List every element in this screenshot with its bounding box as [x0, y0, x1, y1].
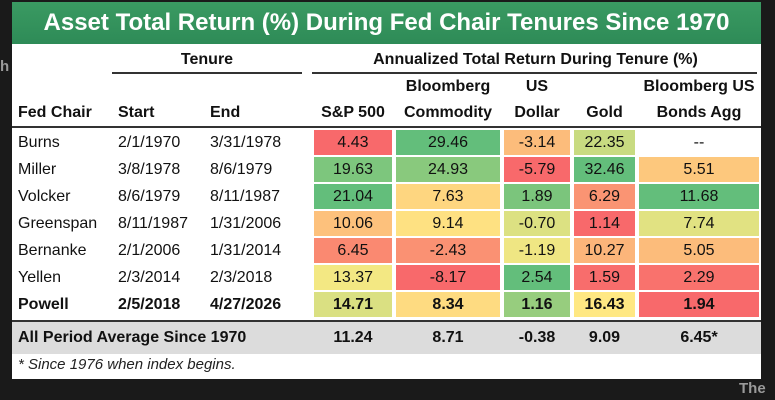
cell-start: 8/6/1979 [118, 188, 181, 205]
cell-bonds: 2.29 [639, 265, 759, 290]
cell-end: 1/31/2014 [210, 242, 282, 259]
cell-sp500: 13.37 [314, 265, 392, 290]
background-text-bottom-right: The [739, 380, 766, 397]
tenure-group-rule [112, 72, 302, 74]
cell-commodity: 29.46 [396, 130, 500, 155]
cell-end: 4/27/2026 [210, 296, 282, 313]
cell-gold: 1.14 [574, 211, 635, 236]
cell-bonds: -- [639, 130, 759, 155]
cell-commodity: -2.43 [396, 238, 500, 263]
cell-commodity: 24.93 [396, 157, 500, 182]
footnote: * Since 1976 when index begins. [18, 356, 236, 373]
cell-usd: -3.14 [504, 130, 570, 155]
cell-usd: -5.79 [504, 157, 570, 182]
returns-group-header: Annualized Total Return During Tenure (%… [373, 51, 698, 68]
column-header-bonds-top: Bloomberg US [643, 78, 755, 95]
average-commodity: 8.71 [432, 329, 464, 346]
cell-chair: Miller [18, 161, 57, 178]
column-header-sp500: S&P 500 [321, 104, 385, 121]
cell-bonds: 5.05 [639, 238, 759, 263]
cell-chair: Yellen [18, 269, 62, 286]
cell-usd: 2.54 [504, 265, 570, 290]
tenure-group-header: Tenure [180, 51, 234, 68]
cell-start: 2/3/2014 [118, 269, 181, 286]
cell-bonds: 1.94 [639, 292, 759, 317]
cell-chair: Greenspan [18, 215, 98, 232]
cell-start: 2/1/2006 [118, 242, 181, 259]
average-label: All Period Average Since 1970 [18, 329, 247, 346]
cell-end: 2/3/2018 [210, 269, 273, 286]
average-usd: -0.38 [518, 329, 556, 346]
table-title: Asset Total Return (%) During Fed Chair … [12, 2, 761, 44]
column-header-gold: Gold [586, 104, 623, 121]
cell-commodity: 8.34 [396, 292, 500, 317]
cell-chair: Powell [18, 296, 69, 313]
cell-start: 3/8/1978 [118, 161, 181, 178]
cell-usd: -1.19 [504, 238, 570, 263]
background-text-left: h [0, 58, 10, 75]
column-header-start: Start [118, 104, 155, 121]
cell-end: 8/11/1987 [210, 188, 280, 205]
average-sp500: 11.24 [333, 329, 373, 346]
cell-chair: Volcker [18, 188, 71, 205]
returns-table-card: Asset Total Return (%) During Fed Chair … [12, 2, 761, 379]
column-header-usd-top: US [525, 78, 549, 95]
column-header-chair: Fed Chair [18, 104, 92, 121]
cell-sp500: 10.06 [314, 211, 392, 236]
cell-start: 2/5/2018 [118, 296, 181, 313]
column-header-commodity: Commodity [404, 104, 492, 121]
cell-gold: 10.27 [574, 238, 635, 263]
cell-gold: 1.59 [574, 265, 635, 290]
cell-bonds: 5.51 [639, 157, 759, 182]
cell-gold: 6.29 [574, 184, 635, 209]
column-header-usd: Dollar [514, 104, 560, 121]
cell-sp500: 19.63 [314, 157, 392, 182]
column-header-end: End [210, 104, 241, 121]
cell-gold: 32.46 [574, 157, 635, 182]
header-rule [12, 126, 761, 128]
cell-sp500: 14.71 [314, 292, 392, 317]
average-row: All Period Average Since 1970 11.24 8.71 -0… [12, 322, 761, 354]
cell-usd: 1.89 [504, 184, 570, 209]
cell-end: 8/6/1979 [210, 161, 273, 178]
cell-bonds: 11.68 [639, 184, 759, 209]
cell-usd: 1.16 [504, 292, 570, 317]
cell-chair: Bernanke [18, 242, 87, 259]
average-gold: 9.09 [588, 329, 621, 346]
column-header-bonds: Bonds Agg [656, 104, 742, 121]
cell-start: 2/1/1970 [118, 134, 181, 151]
returns-group-rule [312, 72, 757, 74]
cell-sp500: 21.04 [314, 184, 392, 209]
column-header-commodity-top: Bloomberg [405, 78, 491, 95]
cell-commodity: -8.17 [396, 265, 500, 290]
cell-commodity: 7.63 [396, 184, 500, 209]
cell-sp500: 4.43 [314, 130, 392, 155]
cell-end: 3/31/1978 [210, 134, 282, 151]
cell-chair: Burns [18, 134, 60, 151]
cell-gold: 22.35 [574, 130, 635, 155]
average-rule [12, 320, 761, 322]
cell-bonds: 7.74 [639, 211, 759, 236]
average-bonds: 6.45* [680, 329, 718, 346]
cell-commodity: 9.14 [396, 211, 500, 236]
cell-sp500: 6.45 [314, 238, 392, 263]
cell-gold: 16.43 [574, 292, 635, 317]
cell-end: 1/31/2006 [210, 215, 282, 232]
cell-usd: -0.70 [504, 211, 570, 236]
cell-start: 8/11/1987 [118, 215, 188, 232]
